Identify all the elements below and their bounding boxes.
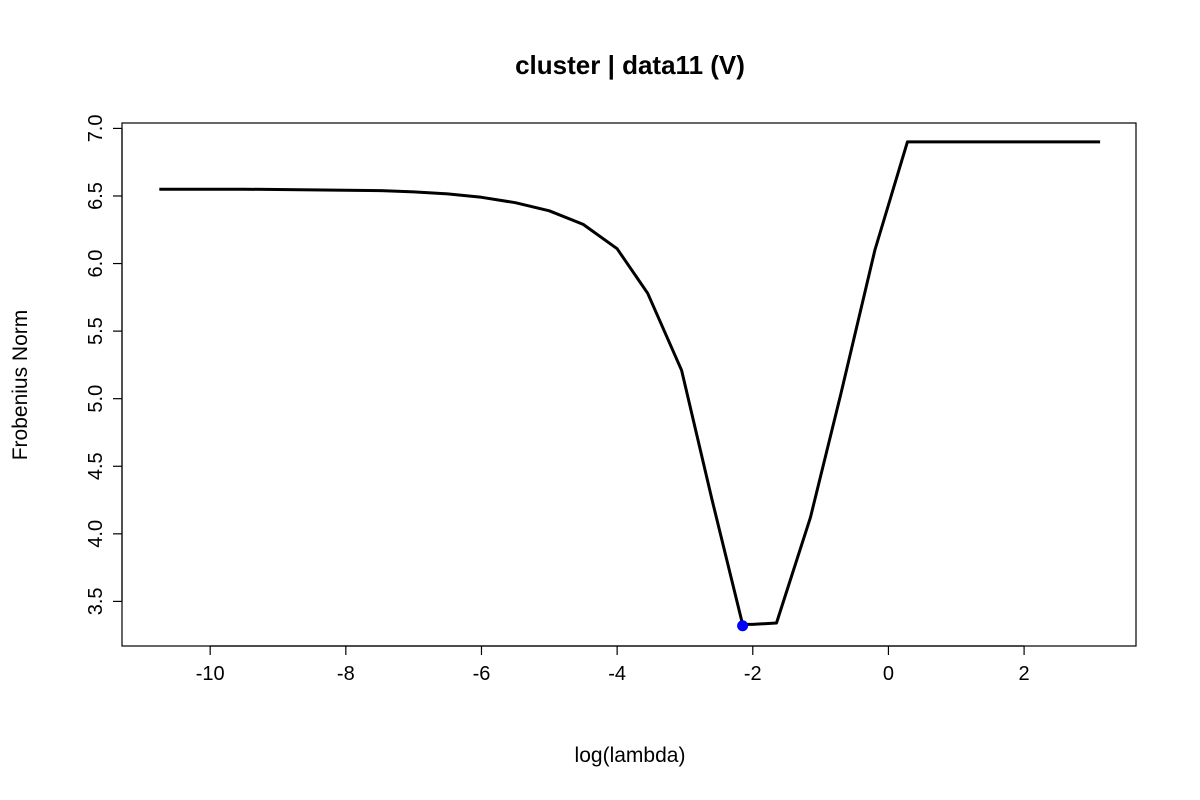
y-tick-label: 4.0 <box>85 520 107 548</box>
series-layer <box>159 140 1101 632</box>
x-tick-label: -10 <box>196 663 225 685</box>
x-tick-label: -4 <box>608 663 626 685</box>
x-axis-label: log(lambda) <box>575 744 686 767</box>
chart-title: cluster | data11 (V) <box>515 50 745 80</box>
y-tick-label: 4.5 <box>85 452 107 480</box>
series-line <box>159 140 1101 626</box>
plot-frame <box>121 122 1137 647</box>
y-tick-label: 5.0 <box>85 385 107 413</box>
y-tick-label: 6.0 <box>85 250 107 278</box>
minimum-point-marker <box>737 620 749 632</box>
x-tick-label: -2 <box>744 663 762 685</box>
y-tick-label: 3.5 <box>85 587 107 615</box>
x-axis: -10 -8 -6 -4 -2 0 2 <box>196 645 1030 685</box>
y-axis: 3.5 4.0 4.5 5.0 5.5 6.0 6.5 7.0 <box>85 114 123 615</box>
y-axis-label: Frobenius Norm <box>9 310 32 461</box>
x-tick-label: -6 <box>473 663 491 685</box>
y-tick-label: 5.5 <box>85 317 107 345</box>
x-tick-label: -8 <box>337 663 355 685</box>
y-tick-label: 6.5 <box>85 182 107 210</box>
x-tick-label: 0 <box>883 663 894 685</box>
y-tick-label: 7.0 <box>85 114 107 142</box>
x-tick-label: 2 <box>1019 663 1030 685</box>
